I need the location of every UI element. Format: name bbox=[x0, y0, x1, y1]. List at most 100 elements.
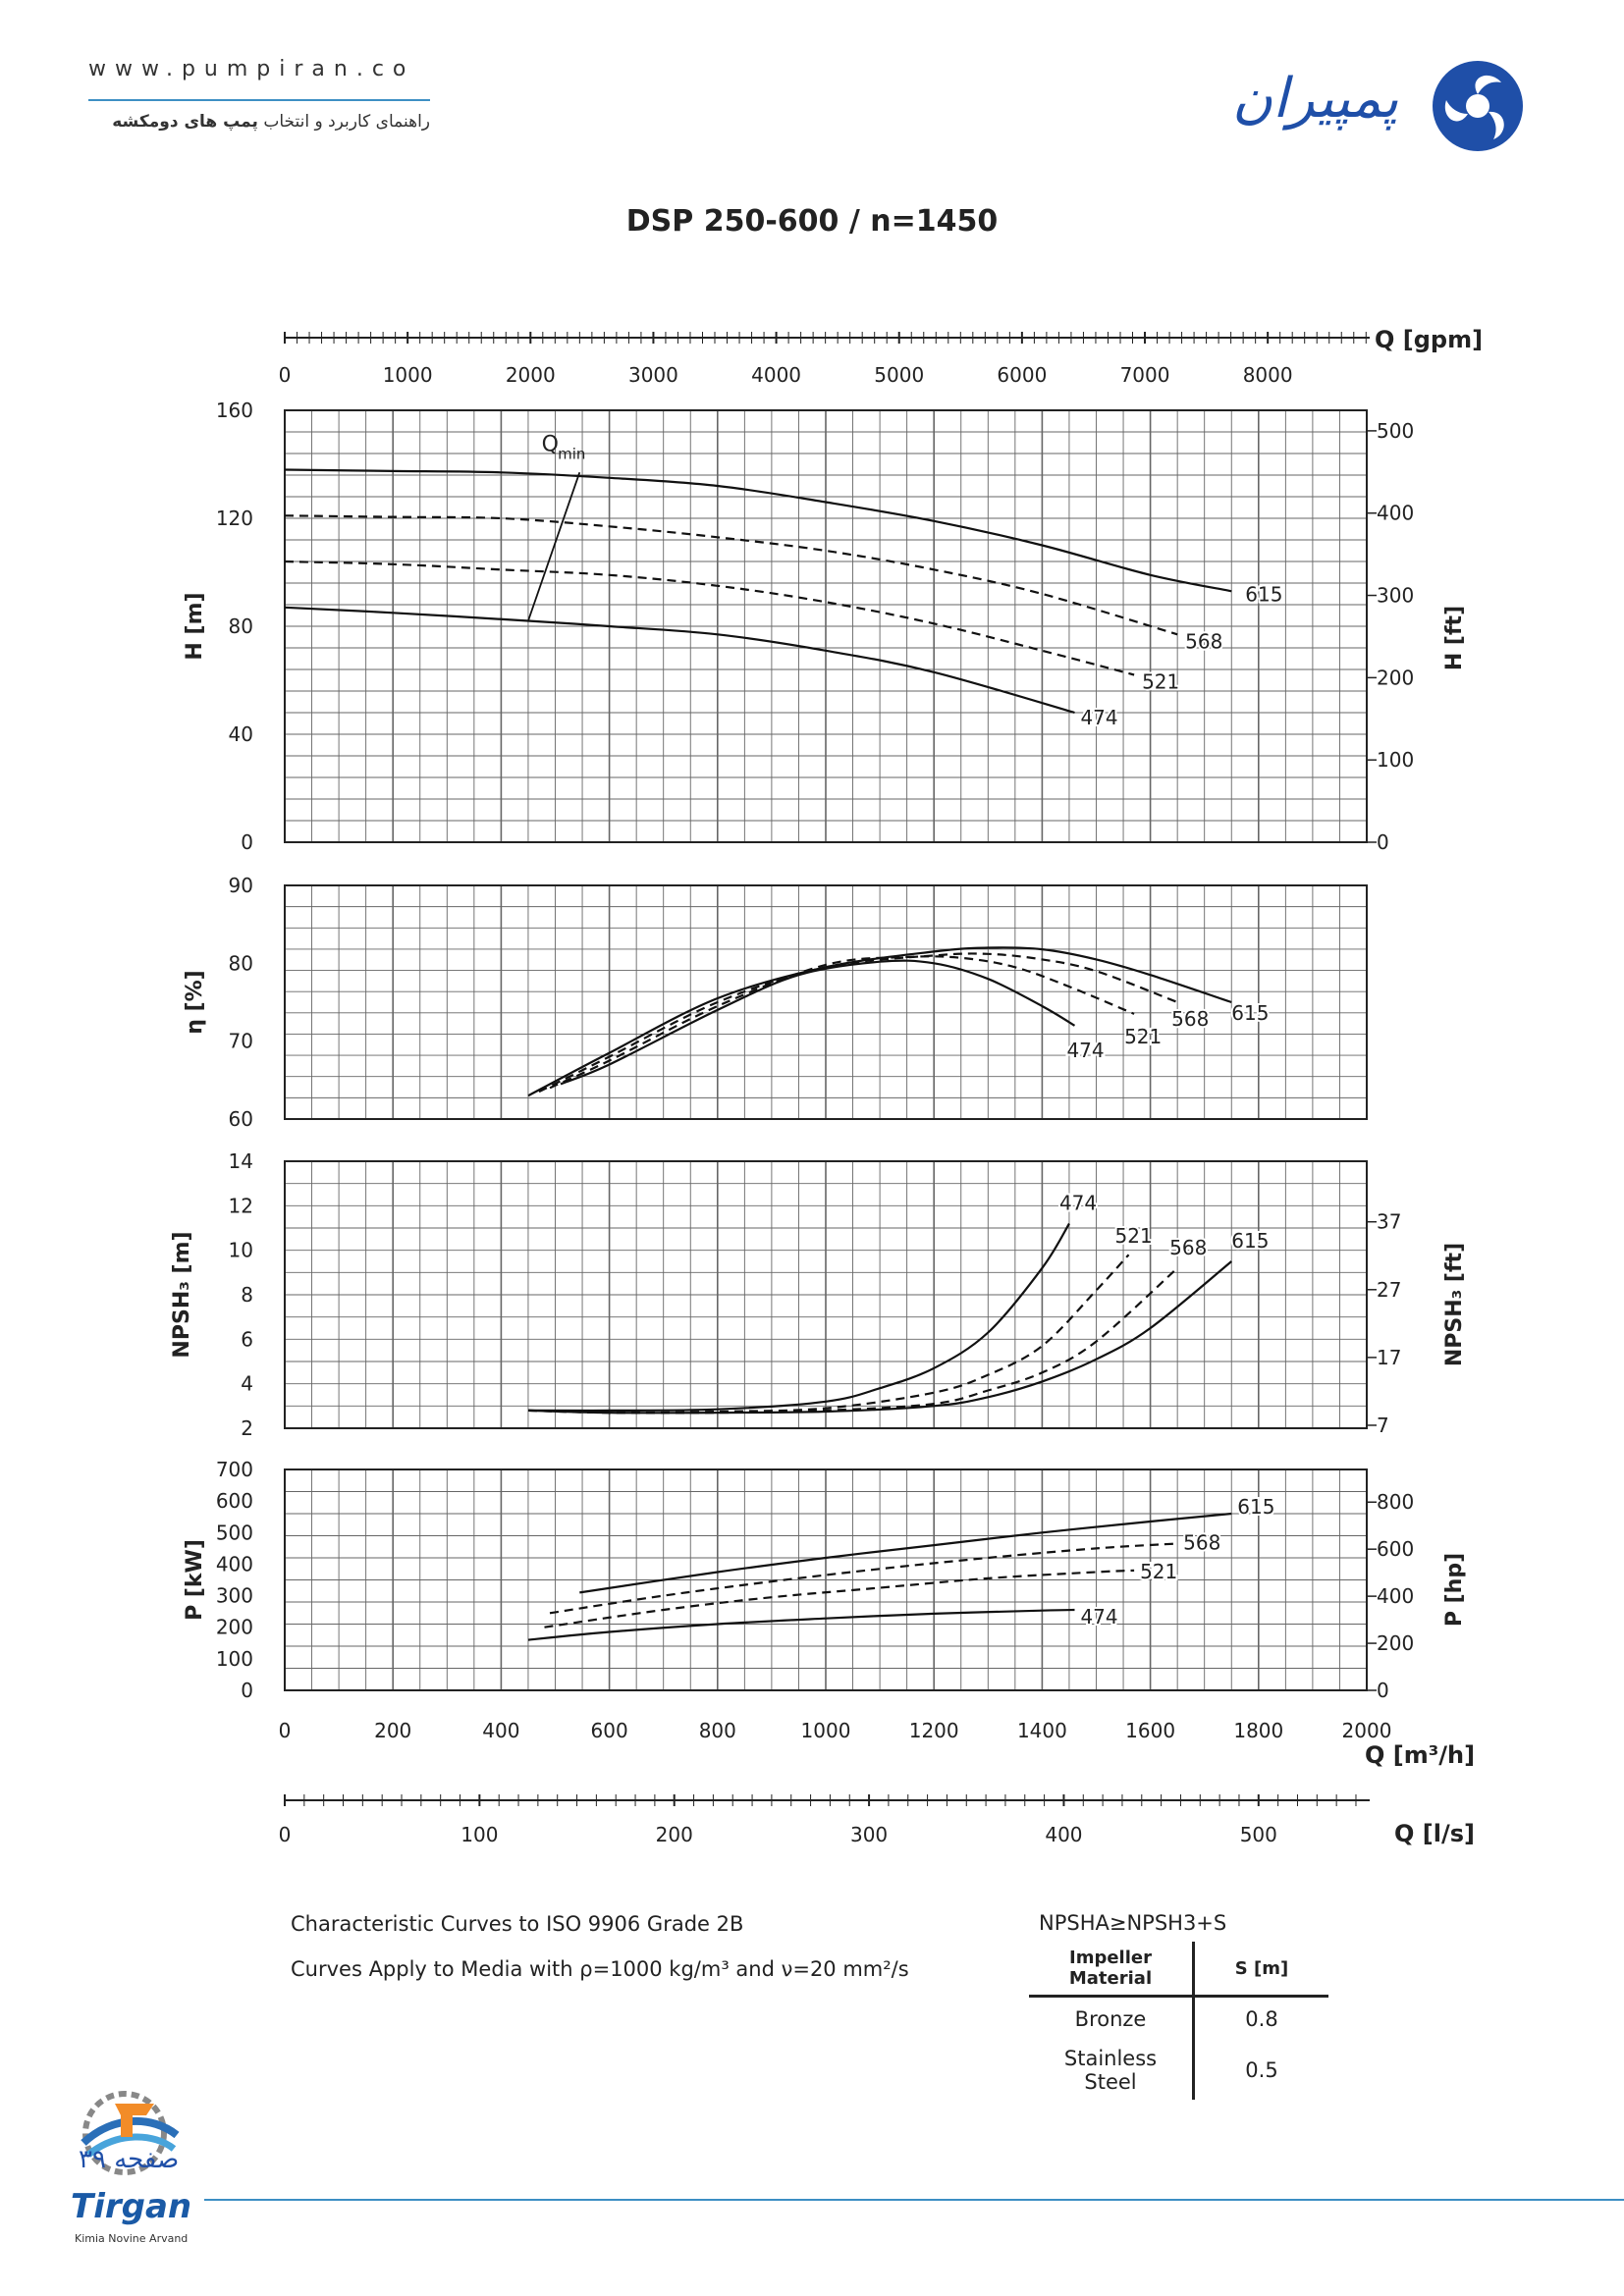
npsh-axis-label: NPSH₃ [m] bbox=[170, 1231, 194, 1358]
power-hp-tick-label: 0 bbox=[1377, 1679, 1389, 1702]
eff-tick-label: 80 bbox=[229, 951, 253, 975]
brand-logo-icon bbox=[1429, 57, 1527, 159]
npsh-ft-tick-label: 27 bbox=[1377, 1278, 1401, 1302]
chart-title: DSP 250-600 / n=1450 bbox=[625, 204, 999, 239]
brand-logo-text: پمپیران bbox=[1232, 67, 1399, 131]
power-curve-474 bbox=[527, 1608, 1075, 1641]
npsh-ft-tick-label: 17 bbox=[1377, 1346, 1401, 1369]
npsh-tick-label: 2 bbox=[241, 1416, 253, 1440]
npsh-rule: NPSHA≥NPSH3+S bbox=[1039, 1911, 1227, 1935]
power-tick-label: 400 bbox=[216, 1552, 253, 1575]
m3h-tick-label: 1600 bbox=[1125, 1719, 1175, 1742]
gpm-tick-label: 7000 bbox=[1120, 363, 1170, 387]
m3h-tick-label: 1800 bbox=[1233, 1719, 1283, 1742]
power-curve-568 bbox=[549, 1542, 1178, 1615]
eff-tick-label: 60 bbox=[229, 1107, 253, 1131]
table-row: Stainless Steel 0.5 bbox=[1029, 2041, 1328, 2100]
website-url: www.pumpiran.co bbox=[88, 57, 415, 81]
power-tick-label: 0 bbox=[241, 1679, 253, 1702]
power-frame bbox=[284, 1468, 1368, 1691]
head-tick-label: 0 bbox=[241, 830, 253, 854]
power-tick-label: 300 bbox=[216, 1584, 253, 1608]
ls-axis-label: Q [l/s] bbox=[1394, 1820, 1475, 1847]
header-subtitle-prefix: راهنمای کاربرد و انتخاب bbox=[263, 112, 430, 132]
head-ft-tick-label: 0 bbox=[1377, 830, 1389, 854]
power-hp-tick-label: 600 bbox=[1377, 1537, 1414, 1561]
ls-tick-label: 200 bbox=[656, 1823, 693, 1846]
m3h-tick-label: 600 bbox=[591, 1719, 628, 1742]
gpm-tick-label: 8000 bbox=[1243, 363, 1293, 387]
note-media: Curves Apply to Media with ρ=1000 kg/m³ … bbox=[291, 1957, 909, 1981]
head-ft-tick-label: 400 bbox=[1377, 502, 1414, 525]
npsh-curve-label-568: 568 bbox=[1169, 1236, 1207, 1259]
power-curve-label-615: 615 bbox=[1237, 1495, 1274, 1519]
row-material: Stainless Steel bbox=[1029, 2041, 1195, 2100]
head-curve-label-615: 615 bbox=[1245, 582, 1282, 606]
note-iso: Characteristic Curves to ISO 9906 Grade … bbox=[291, 1912, 744, 1936]
efficiency-grid bbox=[284, 884, 1368, 1120]
footer-tagline: Kimia Novine Arvand bbox=[75, 2232, 189, 2245]
head-curve-label-474: 474 bbox=[1080, 706, 1117, 729]
gpm-tick-label: 5000 bbox=[874, 363, 924, 387]
efficiency-curve-568 bbox=[538, 952, 1178, 1094]
power-hp-tick-label: 800 bbox=[1377, 1490, 1414, 1514]
efficiency-curve-label-568: 568 bbox=[1171, 1007, 1209, 1031]
npsh-curve-label-615: 615 bbox=[1231, 1229, 1269, 1253]
m3h-tick-label: 0 bbox=[279, 1719, 292, 1742]
efficiency-curve-label-474: 474 bbox=[1066, 1039, 1104, 1062]
efficiency-curve-474 bbox=[560, 959, 1076, 1086]
npsh-curve-label-521: 521 bbox=[1115, 1224, 1153, 1248]
m3h-tick-label: 1200 bbox=[909, 1719, 959, 1742]
qmin-label: Q bbox=[542, 432, 559, 456]
head-curve-label-521: 521 bbox=[1142, 670, 1179, 694]
power-curve-label-568: 568 bbox=[1183, 1531, 1220, 1555]
ls-tick-label: 300 bbox=[850, 1823, 888, 1846]
power-axis-label: P [kW] bbox=[183, 1539, 207, 1621]
power-tick-label: 200 bbox=[216, 1616, 253, 1639]
m3h-tick-label: 800 bbox=[699, 1719, 736, 1742]
footer-brand: Tirgan bbox=[71, 2187, 192, 2226]
gpm-tick-label: 0 bbox=[279, 363, 292, 387]
m3h-tick-label: 400 bbox=[482, 1719, 519, 1742]
efficiency-curve-label-521: 521 bbox=[1124, 1025, 1162, 1048]
efficiency-curve-label-615: 615 bbox=[1231, 1001, 1269, 1025]
ls-tick-label: 100 bbox=[460, 1823, 498, 1846]
npsh-tick-label: 14 bbox=[229, 1149, 253, 1173]
power-curve-label-521: 521 bbox=[1140, 1560, 1177, 1583]
npsh-tick-label: 10 bbox=[229, 1239, 253, 1262]
qmin-sub-label: min bbox=[558, 445, 585, 462]
npsh-ft-tick-label: 7 bbox=[1377, 1414, 1389, 1437]
row-s: 0.5 bbox=[1245, 2058, 1278, 2082]
power-hp-tick-label: 200 bbox=[1377, 1631, 1414, 1655]
npsh-tick-label: 4 bbox=[241, 1372, 253, 1396]
eff-axis-label: η [%] bbox=[183, 970, 207, 1034]
head-tick-label: 40 bbox=[229, 722, 253, 746]
power-curve-521 bbox=[544, 1569, 1135, 1629]
m3h-tick-label: 1000 bbox=[801, 1719, 851, 1742]
head-curve-474 bbox=[284, 606, 1075, 715]
ls-tick-label: 0 bbox=[279, 1823, 292, 1846]
npsh-ft-tick-label: 37 bbox=[1377, 1210, 1401, 1234]
header-subtitle-bold: پمپ های دومکشه bbox=[112, 112, 258, 132]
header-subtitle: راهنمای کاربرد و انتخاب پمپ های دومکشه bbox=[88, 112, 430, 132]
npsh-curve-521 bbox=[527, 1254, 1130, 1415]
power-hp-tick-label: 400 bbox=[1377, 1584, 1414, 1608]
npsh-ft-axis-label: NPSH₃ [ft] bbox=[1442, 1243, 1467, 1366]
eff-tick-label: 90 bbox=[229, 874, 253, 897]
row-s: 0.8 bbox=[1245, 2007, 1278, 2031]
head-ft-tick-label: 500 bbox=[1377, 419, 1414, 443]
head-ft-tick-label: 200 bbox=[1377, 666, 1414, 689]
head-curve-label-568: 568 bbox=[1185, 629, 1222, 653]
npsh-tick-label: 12 bbox=[229, 1194, 253, 1217]
impeller-material-table: Impeller Material S [m] Bronze 0.8 Stain… bbox=[1029, 1942, 1328, 2100]
row-material: Bronze bbox=[1029, 1996, 1195, 2041]
head-axis-label: H [m] bbox=[183, 592, 207, 660]
npsh-frame bbox=[284, 1160, 1368, 1429]
header-s: S [m] bbox=[1193, 1942, 1328, 1998]
gpm-axis-label: Q [gpm] bbox=[1375, 326, 1483, 353]
gpm-tick-label: 2000 bbox=[506, 363, 556, 387]
npsh-grid bbox=[284, 1160, 1368, 1429]
table-header-row: Impeller Material S [m] bbox=[1029, 1942, 1328, 1998]
head-ft-tick-label: 100 bbox=[1377, 748, 1414, 772]
head-tick-label: 160 bbox=[216, 399, 253, 422]
